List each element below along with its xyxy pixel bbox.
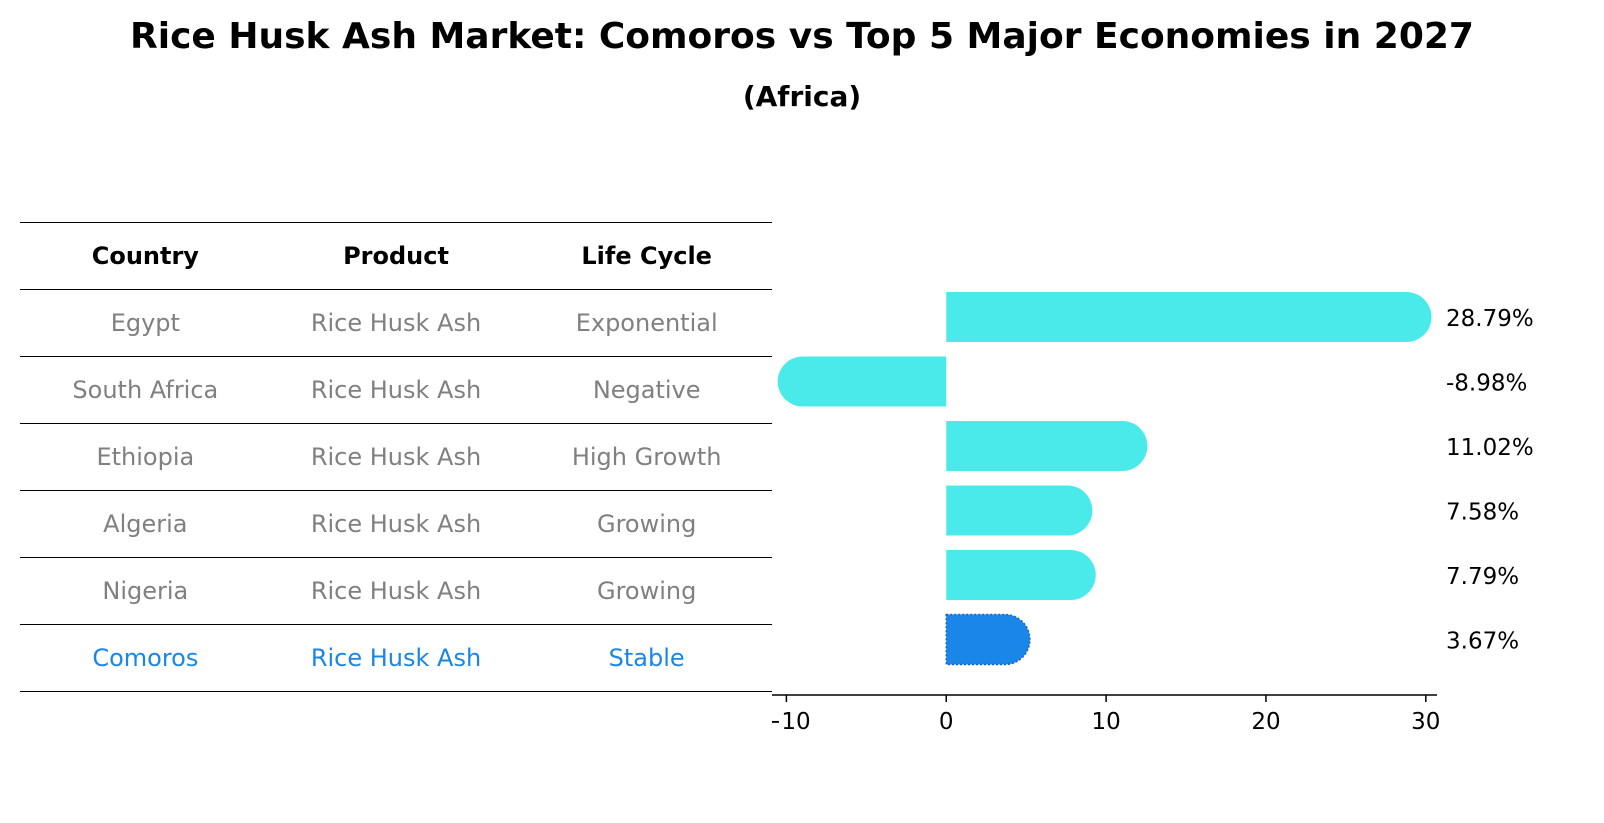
cell-country: South Africa [72, 376, 219, 404]
x-tick-label: 20 [1251, 709, 1280, 735]
table-row-highlighted: Comoros Rice Husk Ash Stable [20, 624, 772, 692]
x-tick-label: 30 [1411, 709, 1440, 735]
table-header-row: Country Product Life Cycle [20, 222, 772, 289]
bar [946, 485, 1093, 536]
value-label: 7.58% [1446, 500, 1519, 526]
cell-life-cycle: Growing [596, 577, 697, 605]
bar [777, 356, 947, 407]
bar [946, 421, 1148, 471]
cell-product: Rice Husk Ash [310, 510, 482, 538]
bar [946, 292, 1432, 342]
cell-country: Comoros [92, 644, 199, 672]
cell-product: Rice Husk Ash [310, 644, 482, 672]
cell-life-cycle: Negative [592, 376, 701, 404]
cell-life-cycle: Growing [596, 510, 697, 538]
cell-product: Rice Husk Ash [310, 577, 482, 605]
cell-country: Egypt [110, 309, 180, 337]
x-tick-label: −10 [772, 709, 811, 735]
bar-highlighted [945, 613, 1031, 666]
table-row: South Africa Rice Husk Ash Negative [20, 356, 772, 423]
value-label: 3.67% [1446, 629, 1519, 655]
x-tick-label: 10 [1091, 709, 1120, 735]
bar-chart: 28.79% -8.98% 11.02% 7.58% 7.79% 3.67% −10 0 10 2… [772, 292, 1534, 735]
chart-subtitle: (Africa) [742, 80, 862, 113]
table-row: Ethiopia Rice Husk Ash High Growth [20, 423, 772, 490]
column-header-country: Country [91, 242, 199, 270]
country-table: Country Product Life Cycle Egypt Rice Hu… [20, 222, 772, 692]
table-row: Nigeria Rice Husk Ash Growing [20, 557, 772, 624]
value-label: 11.02% [1446, 435, 1534, 461]
chart-title: Rice Husk Ash Market: Comoros vs Top 5 M… [130, 16, 1474, 57]
bar [946, 550, 1096, 600]
cell-life-cycle: High Growth [571, 443, 722, 471]
table-row: Algeria Rice Husk Ash Growing [20, 490, 772, 557]
value-label: -8.98% [1446, 371, 1527, 397]
cell-product: Rice Husk Ash [310, 309, 482, 337]
cell-country: Algeria [103, 510, 188, 538]
table-row: Egypt Rice Husk Ash Exponential [20, 289, 772, 356]
cell-product: Rice Husk Ash [310, 443, 482, 471]
column-header-life-cycle: Life Cycle [581, 242, 712, 270]
cell-life-cycle: Stable [608, 644, 685, 672]
column-header-product: Product [343, 242, 449, 270]
cell-product: Rice Husk Ash [310, 376, 482, 404]
cell-life-cycle: Exponential [575, 309, 718, 337]
value-label: 28.79% [1446, 306, 1534, 332]
x-tick-label: 0 [939, 709, 954, 735]
cell-country: Ethiopia [96, 443, 195, 471]
cell-country: Nigeria [102, 577, 189, 605]
value-label: 7.79% [1446, 564, 1519, 590]
